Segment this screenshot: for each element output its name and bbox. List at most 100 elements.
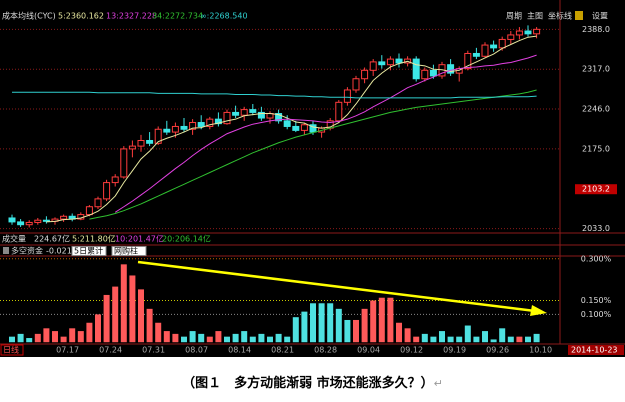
volume-title: 成交量 — [2, 234, 26, 244]
candle-body — [171, 125, 179, 133]
candle-body — [240, 109, 248, 116]
candle-body — [335, 101, 343, 122]
period-box[interactable] — [0, 344, 24, 356]
arrow-head — [530, 305, 547, 316]
y-tick-label: 2246.0 — [582, 105, 610, 114]
caption-text: （图１ 多方动能渐弱 市场还能涨多久？） — [182, 376, 434, 391]
candle-body — [498, 38, 506, 49]
bar — [439, 331, 445, 343]
candle-body — [275, 113, 283, 122]
y-tick-label: 0.300% — [581, 254, 612, 263]
legend-entry: 13:2327.228 — [106, 12, 157, 21]
bar — [387, 297, 394, 343]
volume-ma: 5:211.80亿 — [72, 234, 116, 244]
caption: （图１ 多方动能渐弱 市场还能涨多久？）↵ — [0, 372, 625, 391]
plot: 2033.0 2175.0 2246.0 2317.0 2388.0 2103.2 5:23… — [0, 12, 617, 355]
indicator-name: 成本均线(CYC) — [2, 11, 56, 21]
bar — [490, 339, 497, 343]
bar — [52, 331, 58, 343]
indicator-value: -0.021% — [46, 247, 80, 256]
candle-body — [447, 64, 455, 74]
x-tick-label: 08.14 — [228, 346, 251, 355]
x-tick-label: 08.28 — [314, 346, 337, 355]
candle-body — [257, 111, 265, 119]
ma-line — [114, 54, 537, 213]
volume-value: 224.67亿 — [34, 234, 70, 244]
bar — [86, 322, 93, 343]
toolbar-button[interactable]: 设置 — [592, 11, 608, 21]
candle-body — [481, 44, 489, 57]
toolbar-button[interactable]: 周期 — [506, 12, 522, 21]
bar — [499, 328, 506, 343]
paragraph-mark: ↵ — [433, 377, 443, 390]
bar — [103, 294, 110, 343]
ma-line — [12, 91, 537, 99]
bar — [241, 331, 248, 343]
candle-body — [163, 128, 171, 133]
bar — [112, 286, 119, 343]
y-tick-label: 0.100% — [581, 310, 612, 319]
candle-body — [25, 221, 33, 226]
bar — [301, 311, 308, 343]
candle-body — [300, 124, 308, 131]
bar — [525, 336, 531, 343]
candle-body — [111, 176, 119, 184]
candle-body — [515, 30, 523, 36]
indicator-icon — [3, 247, 9, 254]
y-tick-label: 2175.0 — [582, 144, 610, 153]
candle-body — [120, 148, 128, 178]
legend-entry: 34:2272.734 — [152, 12, 203, 21]
bar — [189, 331, 196, 343]
bar — [163, 331, 170, 343]
bar — [95, 314, 101, 343]
candle-body — [412, 58, 420, 80]
bar — [370, 300, 377, 343]
candle-body — [154, 128, 162, 144]
bar — [249, 336, 256, 343]
candle-body — [429, 69, 437, 77]
toolbar-button[interactable]: 坐标线 — [548, 11, 572, 21]
candle-body — [137, 139, 145, 147]
bar — [43, 328, 50, 343]
y-tick-label: 2388.0 — [582, 25, 610, 34]
candle-body — [85, 206, 93, 216]
dropdown-label[interactable]: 网购柱 — [114, 246, 138, 256]
dropdown-label[interactable]: 5日累计 — [74, 246, 103, 256]
bar — [533, 333, 540, 343]
dropdown[interactable] — [71, 246, 107, 256]
candle-body — [103, 182, 111, 200]
candle-body — [214, 118, 222, 125]
trend-arrow — [137, 260, 536, 313]
candle-body — [180, 125, 188, 130]
candle-body — [206, 118, 214, 127]
candle-body — [60, 215, 68, 220]
price-marker-box — [575, 184, 617, 195]
bar — [69, 328, 76, 343]
x-tick-label: 07.31 — [142, 346, 165, 355]
check-icon[interactable] — [575, 11, 583, 20]
bar — [473, 336, 480, 343]
period-label[interactable]: 日线 — [3, 345, 19, 355]
bar — [60, 336, 67, 343]
bar — [267, 336, 273, 343]
toolbar-button[interactable]: 主图 — [527, 11, 543, 21]
bar — [120, 264, 127, 343]
x-tick-label: 09.04 — [357, 346, 380, 355]
bar — [181, 336, 187, 343]
bar — [292, 317, 299, 343]
bar — [77, 331, 84, 343]
candle-body — [42, 219, 50, 222]
bar — [361, 308, 368, 343]
bar — [129, 275, 136, 343]
y-tick-label: 2033.0 — [582, 224, 610, 233]
dropdown[interactable] — [111, 246, 147, 256]
candle-body — [421, 69, 429, 80]
candle-body — [232, 111, 240, 116]
candle-body — [524, 30, 532, 35]
bar — [215, 331, 222, 343]
candle-body — [507, 34, 515, 40]
candle-body — [533, 28, 541, 35]
bar — [232, 333, 239, 343]
stock-chart: 成本均线(CYC) 周期 主图 坐标线 设置 成交量 224.67亿 5:211… — [0, 0, 625, 357]
bar — [396, 322, 402, 343]
